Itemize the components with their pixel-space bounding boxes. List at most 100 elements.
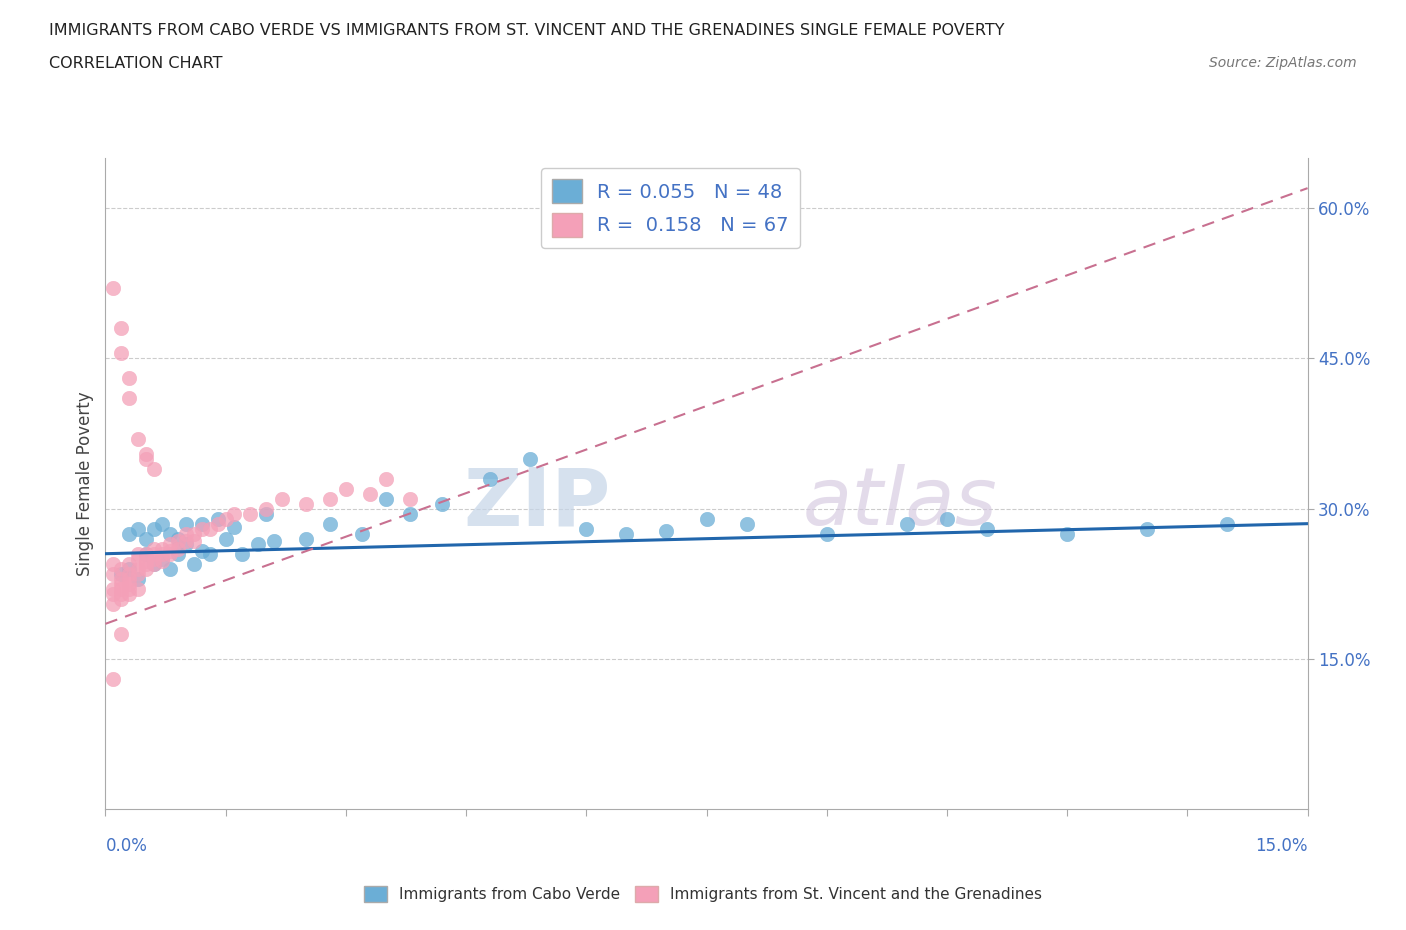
- Text: Source: ZipAtlas.com: Source: ZipAtlas.com: [1209, 56, 1357, 70]
- Point: [246, 537, 269, 551]
- Point: [399, 506, 422, 521]
- Point: [150, 553, 173, 568]
- Text: 0.0%: 0.0%: [105, 837, 148, 856]
- Point: [142, 556, 165, 571]
- Point: [150, 516, 173, 531]
- Point: [127, 562, 149, 577]
- Point: [150, 546, 173, 561]
- Point: [159, 543, 181, 558]
- Point: [103, 556, 125, 571]
- Text: CORRELATION CHART: CORRELATION CHART: [49, 56, 222, 71]
- Point: [110, 346, 132, 361]
- Point: [159, 562, 181, 577]
- Point: [735, 516, 758, 531]
- Point: [127, 571, 149, 586]
- Text: 15.0%: 15.0%: [1256, 837, 1308, 856]
- Point: [118, 526, 141, 541]
- Point: [479, 472, 502, 486]
- Point: [142, 521, 165, 536]
- Text: atlas: atlas: [803, 464, 997, 542]
- Point: [1056, 526, 1078, 541]
- Point: [127, 551, 149, 566]
- Point: [118, 391, 141, 405]
- Point: [896, 516, 918, 531]
- Point: [142, 541, 165, 556]
- Point: [118, 586, 141, 601]
- Point: [159, 537, 181, 551]
- Point: [214, 512, 236, 526]
- Y-axis label: Single Female Poverty: Single Female Poverty: [76, 392, 94, 576]
- Point: [118, 577, 141, 591]
- Point: [103, 671, 125, 686]
- Point: [655, 524, 678, 538]
- Point: [135, 556, 157, 571]
- Point: [183, 526, 205, 541]
- Point: [166, 546, 188, 561]
- Text: ZIP: ZIP: [463, 464, 610, 542]
- Point: [359, 486, 381, 501]
- Point: [110, 581, 132, 596]
- Point: [118, 562, 141, 577]
- Point: [319, 516, 342, 531]
- Point: [222, 519, 245, 534]
- Point: [174, 516, 197, 531]
- Point: [103, 581, 125, 596]
- Text: IMMIGRANTS FROM CABO VERDE VS IMMIGRANTS FROM ST. VINCENT AND THE GRENADINES SIN: IMMIGRANTS FROM CABO VERDE VS IMMIGRANTS…: [49, 23, 1005, 38]
- Point: [214, 531, 236, 546]
- Point: [254, 506, 277, 521]
- Point: [174, 533, 197, 548]
- Point: [127, 566, 149, 581]
- Point: [127, 521, 149, 536]
- Point: [295, 497, 318, 512]
- Point: [127, 546, 149, 561]
- Point: [207, 516, 229, 531]
- Point: [166, 531, 188, 546]
- Point: [159, 526, 181, 541]
- Point: [127, 581, 149, 596]
- Point: [135, 451, 157, 466]
- Point: [110, 562, 132, 577]
- Point: [1216, 516, 1239, 531]
- Point: [118, 566, 141, 581]
- Point: [399, 491, 422, 506]
- Point: [103, 586, 125, 601]
- Point: [222, 506, 245, 521]
- Point: [616, 526, 638, 541]
- Point: [254, 501, 277, 516]
- Point: [142, 546, 165, 561]
- Point: [110, 591, 132, 606]
- Point: [110, 566, 132, 581]
- Point: [231, 546, 253, 561]
- Point: [118, 581, 141, 596]
- Point: [118, 571, 141, 586]
- Point: [198, 521, 221, 536]
- Point: [135, 562, 157, 577]
- Point: [696, 512, 718, 526]
- Point: [350, 526, 373, 541]
- Point: [159, 546, 181, 561]
- Point: [815, 526, 838, 541]
- Point: [142, 556, 165, 571]
- Point: [118, 556, 141, 571]
- Point: [207, 512, 229, 526]
- Point: [110, 577, 132, 591]
- Point: [118, 371, 141, 386]
- Point: [374, 491, 398, 506]
- Point: [103, 281, 125, 296]
- Point: [430, 497, 453, 512]
- Point: [198, 546, 221, 561]
- Point: [374, 472, 398, 486]
- Point: [135, 546, 157, 561]
- Point: [135, 553, 157, 568]
- Point: [110, 586, 132, 601]
- Point: [127, 432, 149, 446]
- Point: [190, 516, 212, 531]
- Point: [103, 566, 125, 581]
- Legend: Immigrants from Cabo Verde, Immigrants from St. Vincent and the Grenadines: Immigrants from Cabo Verde, Immigrants f…: [357, 880, 1049, 909]
- Point: [1136, 521, 1159, 536]
- Point: [936, 512, 959, 526]
- Legend: R = 0.055   N = 48, R =  0.158   N = 67: R = 0.055 N = 48, R = 0.158 N = 67: [541, 167, 800, 248]
- Point: [270, 491, 292, 506]
- Point: [150, 551, 173, 566]
- Point: [190, 521, 212, 536]
